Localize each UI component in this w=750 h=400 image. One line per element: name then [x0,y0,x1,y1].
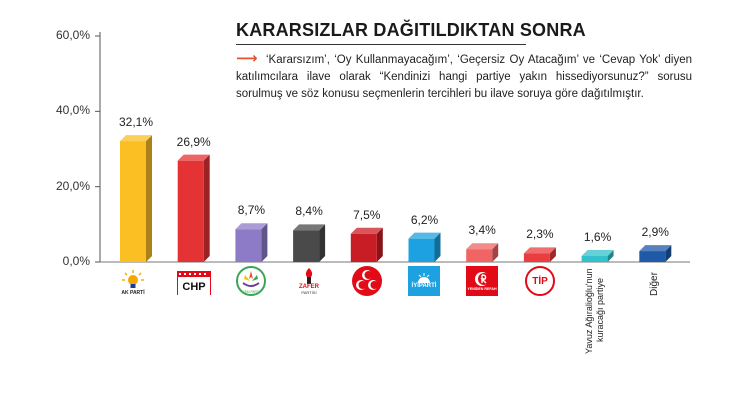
bar-side-dem [261,223,268,262]
category-label-yavuz-2: kuracağı partiye [595,277,605,342]
bar-top-dem [235,223,268,230]
chart-title: KARARSIZLAR DAĞITILDIKTAN SONRA [236,20,586,40]
bar-top-tip [523,247,556,254]
value-label-diger: 2,9% [641,225,669,240]
category-label-diger: Diğer [649,272,660,296]
value-label-chp: 26,9% [176,134,211,149]
bar-side-chp [203,154,210,262]
logo-dem: DEM PARTİ [234,266,268,296]
sun-icon [418,273,430,283]
methodology-note: ‘Kararsızım’, ‘Oy Kullanmayacağım’, ‘Geç… [236,54,692,100]
bar-top-iyi [408,232,441,239]
logo-zafer: ZAFER PARTİSİ [292,266,326,296]
value-label-dem: 8,7% [237,203,266,218]
bar-top-yavuz [581,249,614,256]
bar-side-tip [549,247,556,262]
bar-side-yrp [492,243,499,262]
bar-side-diger [665,245,672,262]
category-label-yavuz-1: Yavuz Ağıralioğlu'nun [584,268,594,354]
bar-diger [639,251,666,262]
logo-tip: TİP [523,266,557,296]
bar-side-yavuz [607,249,614,262]
logo-chp-text: CHP [182,281,206,293]
y-tick-label-3: 60,0% [55,28,90,42]
logo-akp: AK PARTİ [116,268,150,298]
bar-side-akp [146,135,152,262]
bar-top-yrp [466,243,499,250]
logo-dem-text: DEM PARTİ [242,289,259,294]
logo-tip-text: TİP [532,275,548,287]
bar-top-zafer [293,224,326,231]
bar-top-diger [639,245,672,252]
value-label-tip: 2,3% [526,227,554,242]
bar-chp [177,160,204,262]
y-tick-label-2: 40,0% [55,103,90,118]
logo-iyi-text: İYİPARTİ [411,283,437,289]
bar-yrp [466,249,493,262]
bar-side-zafer [319,224,326,262]
three-crescents-icon [352,266,382,296]
bar-top-akp [120,135,152,142]
six-arrows-icon [179,273,209,275]
value-label-yrp: 3,4% [468,223,496,238]
value-label-akp: 32,1% [118,115,154,130]
logo-zafer-text: ZAFER [299,283,319,290]
value-label-mhp: 7,5% [353,207,381,222]
bar-akp [120,141,146,262]
bar-iyi [408,238,435,262]
bar-mhp [350,233,377,262]
logo-yrp-text: YENİDEN REFAH [467,287,497,291]
y-tick-label-1: 20,0% [55,178,90,193]
dem-circle-icon: DEM PARTİ [236,266,266,296]
value-label-zafer: 8,4% [295,204,323,219]
bar-tip [523,253,550,262]
bar-dem [235,229,262,262]
bar-zafer [293,230,320,262]
crescent-r-icon [475,272,490,286]
y-tick-label-0: 0,0% [62,254,90,268]
logo-chp: CHP [176,270,212,296]
value-label-yavuz: 1,6% [583,229,612,244]
torch-icon [305,267,313,284]
title-underline [236,44,526,45]
logo-mhp [350,266,384,296]
bar-top-mhp [350,227,383,234]
bar-side-mhp [376,227,383,262]
logo-iyi: İYİPARTİ [407,266,441,296]
bar-yavuz [581,255,608,262]
logo-yrp: YENİDEN REFAH [465,266,499,296]
note-arrow-icon: ⟶ [236,50,258,67]
bar-top-chp [177,154,210,161]
value-label-iyi: 6,2% [410,212,439,227]
logo-akp-text: AK PARTİ [121,290,145,296]
logo-zafer-sub: PARTİSİ [301,289,317,295]
bar-side-iyi [434,232,441,262]
lightbulb-icon [122,270,144,288]
